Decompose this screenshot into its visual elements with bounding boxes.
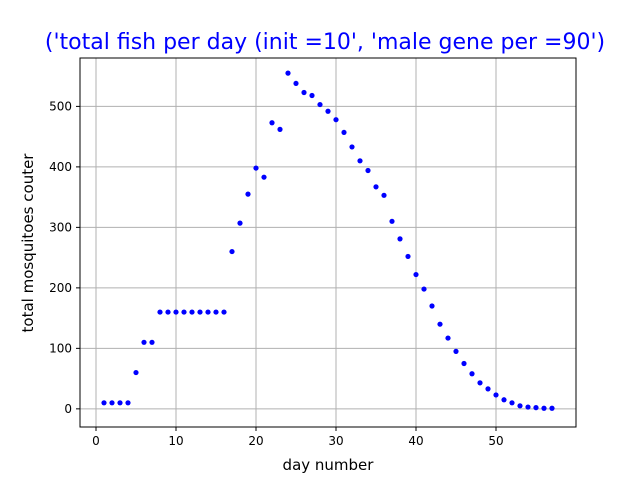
data-point [493,392,499,398]
y-axis-label: total mosquitoes couter [19,153,37,333]
data-point [189,309,195,315]
data-point [381,192,387,198]
y-tick-label: 400 [49,160,72,174]
x-tick-label: 20 [248,434,263,448]
data-point [133,369,139,376]
data-point [541,405,547,411]
x-axis-label: day number [283,456,375,474]
data-point [397,236,403,242]
grid [80,58,576,427]
data-point [485,386,491,392]
data-point [221,309,227,315]
data-point [405,253,411,260]
data-point [101,400,107,406]
data-point [421,286,427,292]
data-point [533,405,539,411]
data-point [389,218,395,224]
data-point [149,339,155,345]
data-point [429,303,435,309]
data-point [477,380,483,386]
data-point [525,404,531,410]
y-tick-label: 0 [64,402,72,416]
data-point [501,397,507,403]
data-point [165,309,171,315]
data-point [509,400,515,406]
data-point [301,89,307,96]
data-point [173,309,179,315]
data-point [157,309,163,315]
data-point [373,184,379,190]
data-point [213,309,219,315]
data-point [341,129,347,136]
y-tick-label: 200 [49,281,72,295]
data-point [453,348,459,354]
data-point [245,191,251,197]
data-point [277,126,283,132]
y-tick-label: 100 [49,341,72,355]
data-point [181,309,187,315]
data-point [413,271,419,278]
data-point [117,400,123,406]
data-point [357,158,363,164]
data-point [269,120,275,126]
data-point [365,167,371,174]
data-point [317,101,323,108]
data-point [253,165,259,171]
data-point [197,309,203,315]
x-tick-label: 10 [168,434,183,448]
data-point [549,405,555,411]
data-point [309,92,315,99]
data-point [237,220,243,226]
data-point [293,80,299,87]
data-point [469,371,475,377]
data-point [125,400,131,406]
x-tick-label: 0 [92,434,100,448]
data-point [229,248,235,255]
data-point [261,174,267,180]
data-point [517,403,523,409]
y-tick-label: 500 [49,99,72,113]
data-points [101,70,555,411]
data-point [205,309,211,315]
data-point [333,117,339,123]
data-point [437,321,443,327]
x-tick-label: 30 [328,434,343,448]
data-point [109,400,115,406]
data-point [349,144,355,150]
data-point [285,70,291,76]
x-tick-label: 40 [408,434,423,448]
data-point [461,360,467,367]
data-point [141,339,147,345]
chart-title: ('total fish per day (init =10', 'male g… [45,30,605,55]
data-point [325,108,331,114]
y-tick-label: 300 [49,220,72,234]
data-point [445,335,451,341]
plot-frame [79,57,577,428]
x-tick-label: 50 [488,434,503,448]
